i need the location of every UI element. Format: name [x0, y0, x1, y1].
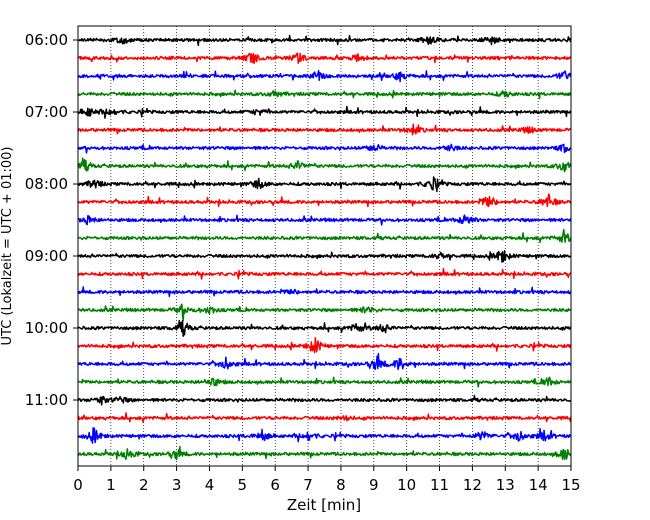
x-tick-label: 7 — [303, 476, 313, 494]
x-tick-label: 6 — [270, 476, 280, 494]
x-tick-label: 1 — [106, 476, 116, 494]
trace-1145 — [77, 445, 572, 461]
trace-0945 — [77, 303, 572, 322]
x-axis: 0 1 2 3 4 5 6 7 8 9 10 11 12 13 14 15 — [73, 466, 581, 494]
trace-0915 — [77, 267, 572, 280]
y-axis: 06:00 07:00 08:00 09:00 10:00 11:00 — [25, 31, 78, 409]
x-tick-label: 11 — [430, 476, 449, 494]
x-tick-label: 10 — [397, 476, 416, 494]
trace-0815 — [77, 193, 572, 208]
trace-0930 — [77, 286, 572, 298]
x-tick-label: 0 — [73, 476, 83, 494]
trace-0900 — [77, 250, 572, 263]
trace-0700 — [77, 105, 572, 119]
trace-0600 — [77, 34, 572, 47]
trace-1130 — [77, 427, 572, 444]
trace-1115 — [77, 412, 572, 423]
x-tick-label: 9 — [369, 476, 379, 494]
y-tick-label: 08:00 — [25, 175, 68, 193]
trace-0730 — [77, 143, 572, 154]
trace-0845 — [77, 228, 572, 243]
y-axis-label: UTC (Lokalzeit = UTC + 01:00) — [0, 147, 15, 346]
trace-0645 — [77, 89, 572, 100]
x-tick-label: 12 — [463, 476, 482, 494]
trace-0715 — [77, 123, 572, 136]
trace-1000 — [77, 319, 572, 337]
seismic-traces — [77, 34, 572, 461]
trace-0745 — [77, 157, 572, 173]
y-tick-label: 10:00 — [25, 319, 68, 337]
trace-1015 — [77, 337, 572, 354]
trace-0800 — [77, 176, 572, 193]
x-tick-label: 14 — [529, 476, 548, 494]
trace-1030 — [77, 352, 572, 371]
trace-0615 — [77, 52, 572, 65]
grid-lines — [110, 26, 539, 466]
plot-frame — [77, 25, 572, 467]
x-tick-label: 8 — [336, 476, 346, 494]
trace-1045 — [77, 376, 572, 388]
y-tick-label: 11:00 — [25, 391, 68, 409]
trace-1100 — [77, 394, 572, 406]
x-tick-label: 4 — [205, 476, 215, 494]
y-tick-label: 09:00 — [25, 247, 68, 265]
y-tick-label: 07:00 — [25, 103, 68, 121]
x-axis-label: Zeit [min] — [287, 496, 361, 514]
trace-0630 — [77, 69, 572, 83]
x-tick-label: 5 — [238, 476, 248, 494]
x-tick-label: 2 — [139, 476, 149, 494]
trace-0830 — [77, 214, 572, 226]
x-tick-label: 3 — [172, 476, 182, 494]
y-tick-label: 06:00 — [25, 31, 68, 49]
x-tick-label: 13 — [496, 476, 515, 494]
x-tick-label: 15 — [561, 476, 580, 494]
